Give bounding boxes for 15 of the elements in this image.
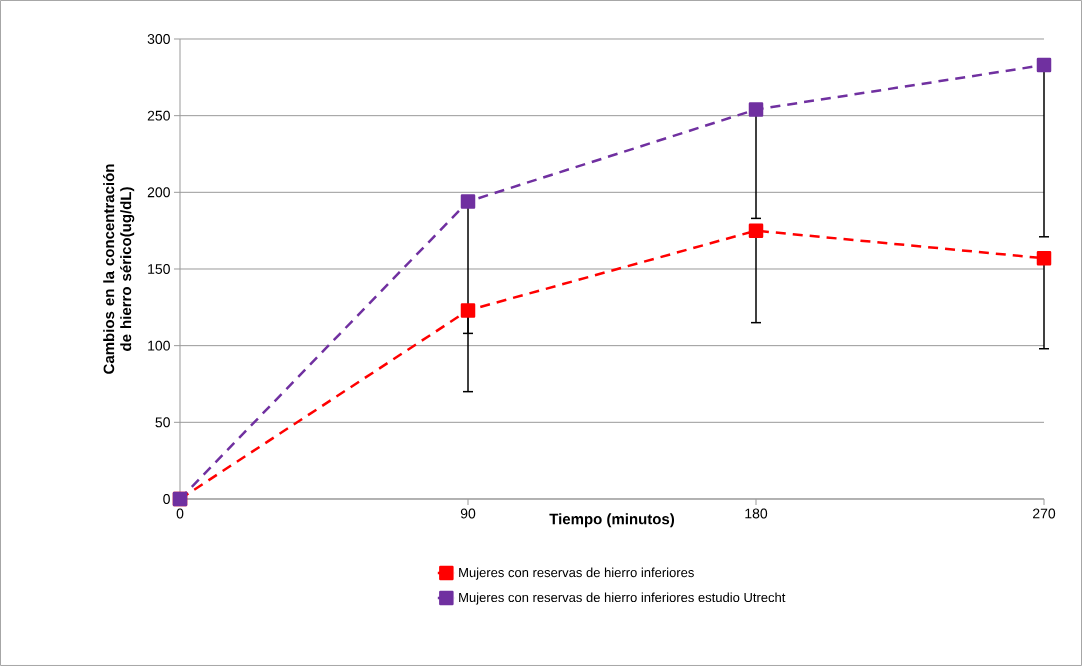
legend-label: Mujeres con reservas de hierro inferiores estudio Utrecht: [459, 592, 786, 605]
y-tick-label: 0: [163, 494, 170, 504]
x-axis-title: Tiempo (minutos): [549, 513, 675, 528]
y-axis-title: Cambios en la concentración de hierro sérico(ug/dL): [103, 164, 135, 374]
y-tick-label: 150: [148, 264, 170, 274]
legend-label: Mujeres con reservas de hierro inferiores: [459, 567, 694, 580]
y-tick-label: 200: [147, 187, 170, 198]
x-tick-label: 270: [1033, 508, 1056, 519]
x-tick-label: 180: [745, 508, 768, 519]
y-tick-label: 300: [147, 34, 170, 44]
x-tick-label: 0: [176, 508, 184, 519]
x-tick-label: 90: [460, 508, 476, 519]
y-tick-label: 250: [147, 110, 170, 121]
y-tick-label: 50: [155, 417, 170, 428]
y-tick-label: 100: [148, 340, 170, 351]
